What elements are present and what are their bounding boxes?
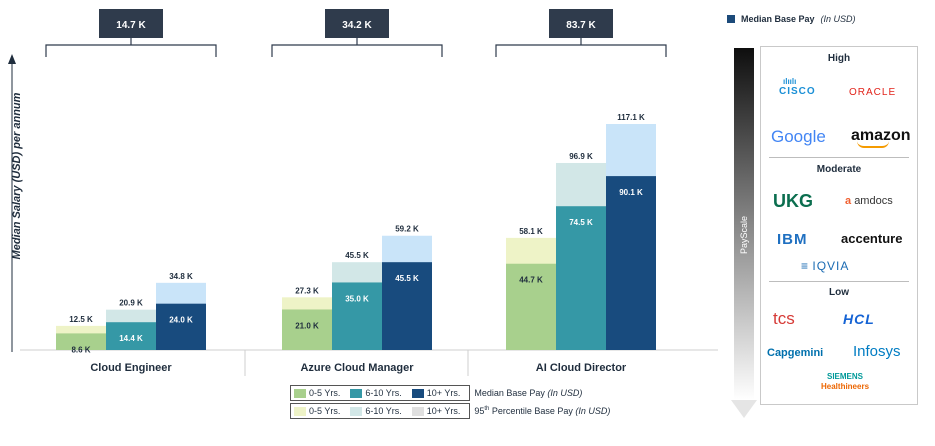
legend-median-caption: Median Base Pay (In USD) bbox=[474, 388, 583, 398]
median-bar bbox=[106, 322, 156, 350]
legend-swatch bbox=[350, 406, 363, 416]
tier-divider bbox=[769, 157, 909, 158]
legend-row-median: 0-5 Yrs. 6-10 Yrs. 10+ Yrs. Median Base … bbox=[290, 384, 610, 402]
infosys-logo: Infosys bbox=[853, 343, 901, 360]
range-label: 14.7 K bbox=[116, 20, 146, 31]
category-label: Cloud Engineer bbox=[90, 362, 172, 374]
median-data-label: 45.5 K bbox=[395, 274, 419, 283]
median-data-label: 44.7 K bbox=[519, 276, 543, 285]
p95-data-label: 27.3 K bbox=[295, 286, 319, 295]
salary-bar-chart: 12.5 K 8.6 K 20.9 K 14.4 K 34.8 K 24.0 K Cloud… bbox=[8, 9, 718, 376]
legend-swatch bbox=[350, 388, 363, 398]
tier-low: Low bbox=[829, 287, 849, 298]
hcl-logo: HCL bbox=[843, 311, 875, 327]
p95-data-label: 59.2 K bbox=[395, 225, 419, 234]
y-axis-label: Median Salary (USD) per annum bbox=[11, 92, 23, 260]
payscale-arrow-head bbox=[731, 400, 757, 418]
category-label: AI Cloud Director bbox=[536, 362, 627, 374]
iqvia-lines-icon: ≡ bbox=[801, 259, 809, 273]
oracle-logo: ORACLE bbox=[849, 87, 897, 98]
median-bar bbox=[506, 263, 556, 350]
payscale-arrow bbox=[731, 48, 757, 420]
p95-data-label: 58.1 K bbox=[519, 227, 543, 236]
median-data-label: 21.0 K bbox=[295, 321, 319, 330]
amazon-logo: amazon bbox=[851, 127, 911, 148]
chart-legend: 0-5 Yrs. 6-10 Yrs. 10+ Yrs. Median Base … bbox=[290, 384, 610, 420]
y-axis-arrow-head bbox=[8, 54, 16, 64]
siemens-healthineers-logo: SIEMENS Healthineers bbox=[821, 372, 870, 391]
median-bar bbox=[332, 282, 382, 350]
legend-item: 10+ Yrs. bbox=[411, 406, 460, 416]
median-data-label: 35.0 K bbox=[345, 294, 369, 303]
cisco-logo: ılıılı CISCO bbox=[779, 77, 816, 97]
legend-item: 0-5 Yrs. bbox=[294, 388, 340, 398]
range-label: 83.7 K bbox=[566, 20, 596, 31]
p95-data-label: 45.5 K bbox=[345, 251, 369, 260]
median-pay-legend-unit: (In USD) bbox=[820, 14, 856, 24]
median-bar bbox=[556, 206, 606, 350]
median-bar bbox=[156, 303, 206, 350]
median-pay-legend-label: Median Base Pay bbox=[741, 14, 815, 24]
median-data-label: 14.4 K bbox=[119, 334, 143, 343]
capgemini-logo: Capgemini bbox=[767, 347, 824, 359]
tcs-logo: tcs bbox=[773, 309, 795, 328]
median-data-label: 74.5 K bbox=[569, 218, 593, 227]
category-label: Azure Cloud Manager bbox=[300, 362, 414, 374]
legend-swatch bbox=[294, 406, 306, 416]
accenture-logo: accenture bbox=[841, 231, 903, 246]
legend-item: 6-10 Yrs. bbox=[350, 388, 402, 398]
range-label: 34.2 K bbox=[342, 20, 372, 31]
tier-divider bbox=[769, 281, 909, 282]
p95-data-label: 117.1 K bbox=[617, 113, 645, 122]
median-pay-legend: Median Base Pay (In USD) bbox=[727, 14, 856, 24]
range-bracket bbox=[495, 44, 667, 57]
median-data-label: 24.0 K bbox=[169, 316, 193, 325]
amdocs-logo: a amdocs bbox=[845, 195, 893, 207]
ibm-logo: IBM bbox=[777, 231, 808, 248]
p95-data-label: 34.8 K bbox=[169, 272, 193, 281]
company-panel: High ılıılı CISCO ORACLE Google amazon M… bbox=[760, 46, 918, 405]
median-bar bbox=[606, 176, 656, 350]
range-box bbox=[549, 9, 613, 38]
google-logo: Google bbox=[771, 127, 826, 146]
tier-high: High bbox=[827, 53, 851, 64]
amazon-smile-icon bbox=[857, 141, 889, 148]
range-bracket bbox=[45, 44, 217, 57]
payscale-gradient bbox=[734, 48, 754, 400]
median-bar bbox=[382, 262, 432, 350]
p95-data-label: 96.9 K bbox=[569, 152, 593, 161]
legend-swatch bbox=[411, 388, 424, 398]
median-pay-swatch bbox=[727, 15, 735, 23]
legend-box-p95: 0-5 Yrs. 6-10 Yrs. 10+ Yrs. bbox=[290, 403, 471, 419]
legend-p95-caption: 95th Percentile Base Pay (In USD) bbox=[474, 406, 611, 416]
median-bar bbox=[56, 333, 106, 350]
tier-moderate: Moderate bbox=[816, 164, 862, 175]
legend-swatch bbox=[294, 388, 306, 398]
legend-item: 6-10 Yrs. bbox=[350, 406, 402, 416]
median-data-label: 8.6 K bbox=[71, 345, 90, 354]
ukg-logo: UKG bbox=[773, 191, 813, 211]
median-data-label: 90.1 K bbox=[619, 188, 643, 197]
legend-item: 10+ Yrs. bbox=[411, 388, 460, 398]
p95-data-label: 20.9 K bbox=[119, 299, 143, 308]
range-box bbox=[99, 9, 163, 38]
payscale-label: PayScale bbox=[739, 215, 749, 255]
median-bar bbox=[282, 309, 332, 350]
amdocs-a-icon: a bbox=[845, 195, 852, 207]
cisco-bars-icon: ılıılı bbox=[783, 77, 797, 86]
range-box bbox=[325, 9, 389, 38]
legend-row-p95: 0-5 Yrs. 6-10 Yrs. 10+ Yrs. 95th Percent… bbox=[290, 402, 610, 420]
legend-swatch bbox=[411, 406, 424, 416]
p95-data-label: 12.5 K bbox=[69, 315, 93, 324]
iqvia-logo: ≡ IQVIA bbox=[801, 259, 850, 273]
legend-box-median: 0-5 Yrs. 6-10 Yrs. 10+ Yrs. bbox=[290, 385, 471, 401]
legend-item: 0-5 Yrs. bbox=[294, 406, 340, 416]
range-bracket bbox=[271, 44, 443, 57]
